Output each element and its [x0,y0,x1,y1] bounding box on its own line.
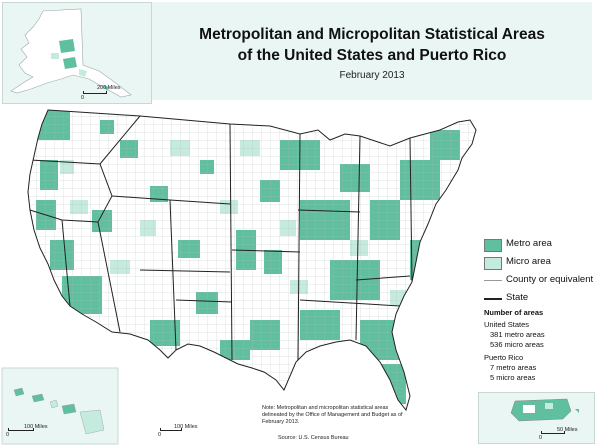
area-counts: Number of areas United States 381 metro … [484,308,545,382]
state-boundaries [29,115,413,363]
map-legend: Metro area Micro area County or equivale… [484,236,593,308]
title-panel: Metropolitan and Micropolitan Statistica… [152,2,592,100]
legend-county: County or equivalent [484,272,593,290]
puerto-rico-map [510,398,579,422]
map-title: Metropolitan and Micropolitan Statistica… [199,26,545,64]
alaska-inset: 0 200 Miles [2,2,152,104]
micro-swatch [484,257,502,270]
state-line-symbol [484,298,502,300]
puerto-rico-inset: 0 50 Miles [478,392,595,444]
hawaii-inset [1,367,119,445]
map-note: Note: Metropolitan and micropolitan stat… [262,405,403,425]
metro-swatch [484,239,502,252]
map-date: February 2013 [339,70,405,81]
alaska-map [10,8,132,98]
legend-state: State [484,290,592,308]
legend-metro: Metro area [484,236,592,254]
map-source: Source: U.S. Census Bureau [278,435,349,441]
hawaii-islands [13,387,105,435]
conus-map [1,109,477,445]
county-line-symbol [484,280,502,281]
legend-micro: Micro area [484,254,592,272]
